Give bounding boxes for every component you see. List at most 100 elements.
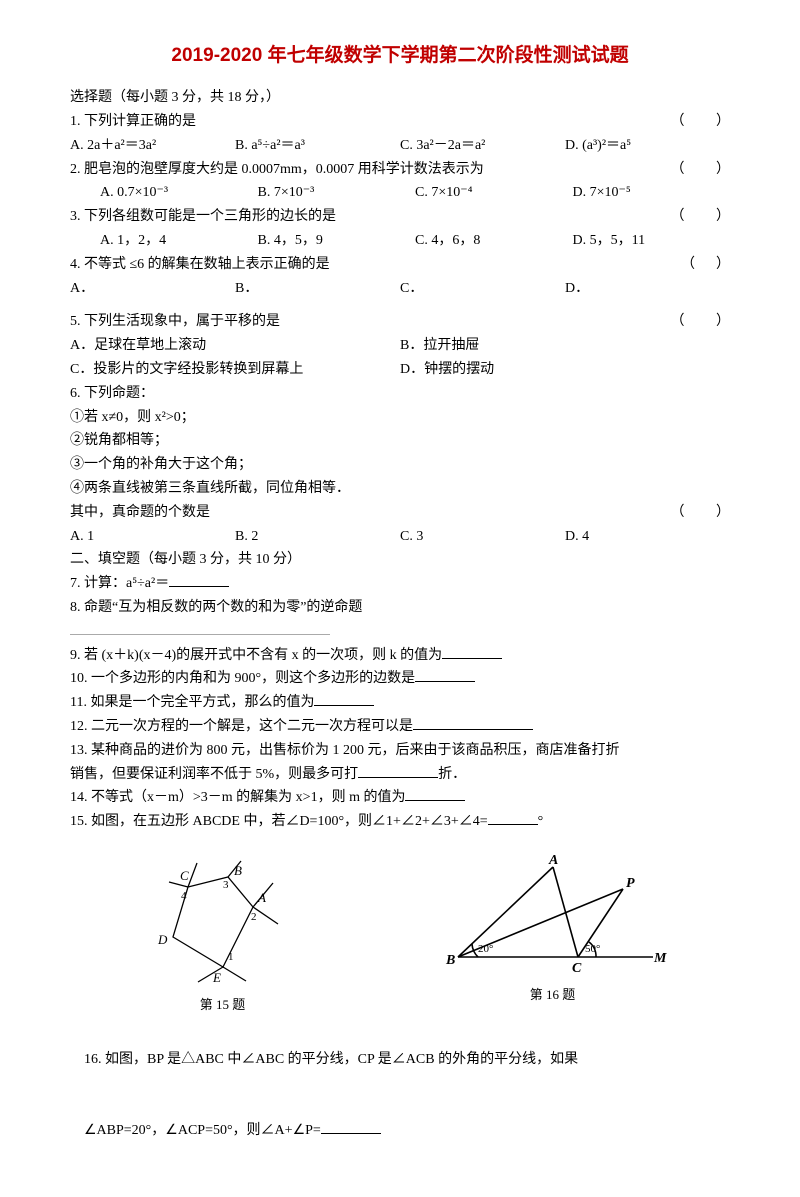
q10-blank	[415, 668, 475, 682]
q4-opt-a: A．	[70, 277, 235, 301]
lbl-1: 1	[228, 951, 234, 963]
spacer	[70, 300, 730, 310]
q8: 8. 命题“互为相反数的两个数的和为零”的逆命题	[70, 596, 730, 620]
page-title: 2019-2020 年七年级数学下学期第二次阶段性测试试题	[70, 40, 730, 72]
q9: 9. 若 (x＋k)(x－4)的展开式中不含有 x 的一次项，则 k 的值为	[70, 644, 730, 668]
section-2-heading: 二、填空题（每小题 3 分，共 10 分）	[70, 548, 730, 572]
q3-opt-b: B. 4，5，9	[258, 229, 416, 253]
q6-l4: ④两条直线被第三条直线所截，同位角相等．	[70, 477, 730, 501]
q1-opt-b: B. a⁵÷a²＝a³	[235, 134, 400, 158]
q6-opt-a: A. 1	[70, 525, 235, 549]
pentagon-diagram-icon: A B C D E 1 2 3 4	[133, 852, 313, 992]
q1-stem: 1. 下列计算正确的是	[70, 110, 660, 134]
lbl-E: E	[212, 970, 221, 985]
q6-opt-b: B. 2	[235, 525, 400, 549]
q11-blank	[314, 692, 374, 706]
q9-blank	[442, 645, 502, 659]
section-1-heading: 选择题（每小题 3 分，共 18 分，）	[70, 86, 730, 110]
q5-opt-a: A．足球在草地上滚动	[70, 334, 400, 358]
q1-paren: （ ）	[660, 110, 730, 134]
lbl-50deg: 50°	[585, 943, 600, 955]
q4-stem: 4. 不等式 ≤6 的解集在数轴上表示正确的是	[70, 253, 660, 277]
q6-l5-row: 其中，真命题的个数是 （ ）	[70, 501, 730, 525]
q4-paren: （ ）	[660, 253, 730, 277]
q16-blank	[321, 1120, 381, 1134]
q3-stem-row: 3. 下列各组数可能是一个三角形的边长的是 （ ）	[70, 205, 730, 229]
q5-paren: （ ）	[660, 310, 730, 334]
q4-opt-b: B．	[235, 277, 400, 301]
q1-opt-a: A. 2a＋a²＝3a²	[70, 134, 235, 158]
q4-options: A． B． C． D．	[70, 277, 730, 301]
lbl-C: C	[180, 868, 189, 883]
q5-opt-c: C．投影片的文字经投影转换到屏幕上	[70, 358, 400, 382]
q3-opt-c: C. 4，6，8	[415, 229, 573, 253]
q6-l1: ①若 x≠0，则 x²>0；	[70, 406, 730, 430]
q5-stem-row: 5. 下列生活现象中，属于平移的是 （ ）	[70, 310, 730, 334]
q7: 7. 计算：a⁵÷a²＝	[70, 572, 730, 596]
lbl-B16: B	[445, 953, 455, 968]
q5-options-ab: A．足球在草地上滚动 B．拉开抽屉	[70, 334, 730, 358]
q14: 14. 不等式（x－m）>3－m 的解集为 x>1，则 m 的值为	[70, 786, 730, 810]
lbl-M16: M	[653, 951, 667, 966]
q1-opt-d: D. (a³)²＝a⁵	[565, 134, 730, 158]
q5-options-cd: C．投影片的文字经投影转换到屏幕上 D．钟摆的摆动	[70, 358, 730, 382]
lbl-20deg: 20°	[478, 943, 493, 955]
q2-paren: （ ）	[660, 158, 730, 182]
q5-stem: 5. 下列生活现象中，属于平移的是	[70, 310, 660, 334]
q13-line1: 13. 某种商品的进价为 800 元，出售标价为 1 200 元，后来由于该商品…	[70, 739, 730, 763]
q16-line2: ∠ABP=20°，∠ACP=50°，则∠A+∠P=	[70, 1095, 730, 1166]
lbl-P16: P	[626, 876, 635, 891]
q7-blank	[169, 573, 229, 587]
figure-15-caption: 第 15 题	[133, 994, 313, 1016]
lbl-A: A	[257, 890, 266, 905]
q15: 15. 如图，在五边形 ABCDE 中，若∠D=100°，则∠1+∠2+∠3+∠…	[70, 810, 730, 834]
q5-opt-b: B．拉开抽屉	[400, 334, 730, 358]
q13-line2: 销售，但要保证利润率不低于 5%，则最多可打折．	[70, 763, 730, 787]
figure-16-caption: 第 16 题	[438, 984, 668, 1006]
q1-options: A. 2a＋a²＝3a² B. a⁵÷a²＝a³ C. 3a²－2a＝a² D.…	[70, 134, 730, 158]
figure-15: A B C D E 1 2 3 4 第 15 题	[133, 852, 313, 1016]
q8-blank-line	[70, 620, 730, 644]
q4-opt-c: C．	[400, 277, 565, 301]
q12-blank	[413, 716, 533, 730]
q2-opt-c: C. 7×10⁻⁴	[415, 181, 573, 205]
q4-opt-d: D．	[565, 277, 730, 301]
lbl-D: D	[157, 932, 168, 947]
q11: 11. 如果是一个完全平方式，那么的值为	[70, 691, 730, 715]
q13-blank	[358, 764, 438, 778]
lbl-A16: A	[548, 853, 558, 868]
lbl-4: 4	[181, 890, 187, 902]
q3-stem: 3. 下列各组数可能是一个三角形的边长的是	[70, 205, 660, 229]
page: 2019-2020 年七年级数学下学期第二次阶段性测试试题 选择题（每小题 3 …	[0, 0, 800, 1197]
q1-opt-c: C. 3a²－2a＝a²	[400, 134, 565, 158]
q6-l5: 其中，真命题的个数是	[70, 501, 660, 525]
triangle-diagram-icon: A B C M P 20° 50°	[438, 852, 668, 982]
lbl-3: 3	[223, 879, 229, 891]
q2-stem: 2. 肥皂泡的泡壁厚度大约是 0.0007mm，0.0007 用科学计数法表示为	[70, 158, 660, 182]
lbl-2: 2	[251, 911, 257, 923]
q14-blank	[405, 787, 465, 801]
q3-opt-a: A. 1，2，4	[100, 229, 258, 253]
lbl-C16: C	[572, 961, 582, 976]
q6-stem: 6. 下列命题：	[70, 382, 730, 406]
q6-l3: ③一个角的补角大于这个角；	[70, 453, 730, 477]
q16-line1: 16. 如图，BP 是△ABC 中∠ABC 的平分线，CP 是∠ACB 的外角的…	[70, 1024, 730, 1095]
q2-opt-d: D. 7×10⁻⁵	[573, 181, 731, 205]
figures-row: A B C D E 1 2 3 4 第 15 题	[70, 852, 730, 1016]
q6-l2: ②锐角都相等；	[70, 429, 730, 453]
q3-opt-d: D. 5，5，11	[573, 229, 731, 253]
q10: 10. 一个多边形的内角和为 900°，则这个多边形的边数是	[70, 667, 730, 691]
q1-stem-row: 1. 下列计算正确的是 （ ）	[70, 110, 730, 134]
lbl-B: B	[234, 863, 242, 878]
q2-opt-b: B. 7×10⁻³	[258, 181, 416, 205]
q12: 12. 二元一次方程的一个解是，这个二元一次方程可以是	[70, 715, 730, 739]
q3-options: A. 1，2，4 B. 4，5，9 C. 4，6，8 D. 5，5，11	[70, 229, 730, 253]
q3-paren: （ ）	[660, 205, 730, 229]
q5-opt-d: D．钟摆的摆动	[400, 358, 730, 382]
q6-paren: （ ）	[660, 501, 730, 525]
q4-stem-row: 4. 不等式 ≤6 的解集在数轴上表示正确的是 （ ）	[70, 253, 730, 277]
q2-opt-a: A. 0.7×10⁻³	[100, 181, 258, 205]
q6-opt-c: C. 3	[400, 525, 565, 549]
q6-options: A. 1 B. 2 C. 3 D. 4	[70, 525, 730, 549]
q6-opt-d: D. 4	[565, 525, 730, 549]
